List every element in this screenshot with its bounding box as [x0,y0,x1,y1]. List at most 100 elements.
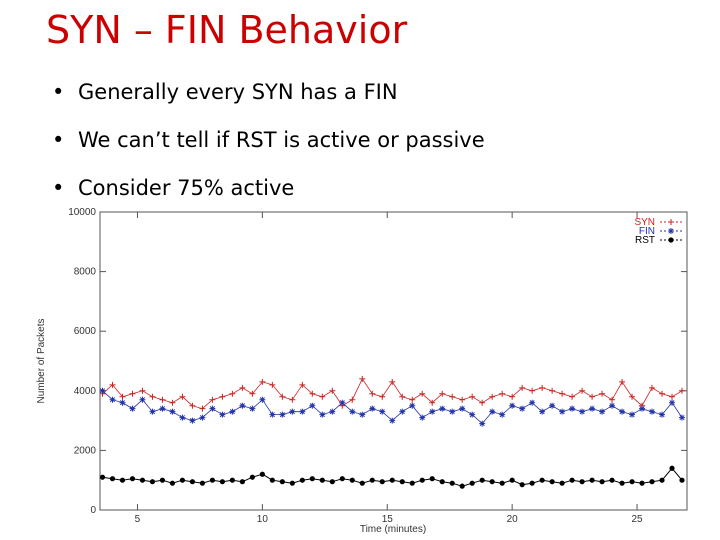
data-point [659,477,665,483]
data-point [649,479,655,485]
data-point [199,405,206,412]
bullet-item: • We can’t tell if RST is active or passi… [52,126,485,174]
y-tick-label: 8000 [74,267,97,278]
data-point [99,387,106,394]
data-point [529,387,536,394]
data-point [679,387,686,394]
data-point [549,402,556,409]
data-point [569,405,576,412]
data-point [629,393,636,400]
data-point [329,408,336,415]
data-point [459,483,465,489]
data-point [449,480,455,486]
data-point [579,408,586,415]
data-point [409,396,416,403]
data-point [489,479,495,485]
data-point [579,387,586,394]
data-point [669,465,675,471]
y-axis: 0 2000 4000 6000 8000 10000 [68,207,687,516]
data-point [499,411,506,418]
data-point [609,402,616,409]
data-point [519,384,526,391]
data-point [169,408,176,415]
data-point [479,420,486,427]
data-point [109,381,116,388]
data-point [559,408,566,415]
bullet-item: • Consider 75% active [52,174,485,222]
data-point [289,408,296,415]
data-point [489,408,496,415]
data-point [469,480,475,486]
data-point [639,480,645,486]
data-point [519,405,526,412]
data-point [189,402,196,409]
data-point [289,396,296,403]
data-point [499,390,506,397]
data-point [668,228,674,234]
y-tick-label: 4000 [74,386,97,397]
y-tick-label: 0 [90,505,96,516]
data-point [379,393,386,400]
data-point [169,480,176,486]
data-point [279,393,286,400]
series-syn [99,375,686,412]
data-point [129,476,136,482]
data-point [459,405,466,412]
data-point [549,479,555,485]
data-point [329,479,335,485]
data-point [109,396,116,403]
y-tick-label: 6000 [74,326,97,337]
x-tick-label: 10 [257,514,269,525]
data-point [389,417,396,424]
data-point [429,408,436,415]
data-point [149,393,156,400]
data-point [529,480,535,486]
data-point [489,393,496,400]
data-point [169,399,176,406]
data-point [579,479,585,485]
data-point [609,396,616,403]
data-point [359,375,366,382]
data-point [159,396,166,403]
data-point [199,414,206,421]
series-line [102,467,683,487]
data-point [249,390,256,397]
data-point [509,477,515,483]
data-point [389,477,395,483]
data-point [159,405,166,412]
data-point [379,479,385,485]
data-point [239,402,246,409]
data-point [99,474,106,480]
data-point [429,476,435,482]
x-tick-label: 25 [631,514,643,525]
data-point [539,477,545,483]
data-point [479,477,485,483]
data-point [559,390,566,397]
data-point [249,474,255,480]
series-layer [99,375,686,489]
data-point [359,480,365,486]
data-point [668,237,674,243]
data-point [319,411,326,418]
data-point [219,393,226,400]
data-point [589,393,596,400]
data-point [599,408,606,415]
data-point [209,477,216,483]
data-point [239,479,245,485]
plot-frame [99,211,688,511]
data-point [649,384,656,391]
data-point [349,408,356,415]
data-point [359,411,366,418]
data-point [629,479,635,485]
data-point [469,411,476,418]
data-point [149,479,156,485]
data-point [609,477,615,483]
data-point [499,480,505,486]
data-point [159,477,166,483]
data-point [639,405,646,412]
data-point [199,480,206,486]
data-point [319,393,326,400]
data-point [449,408,456,415]
y-axis-label: Number of Packets [36,318,47,403]
data-point [549,387,556,394]
